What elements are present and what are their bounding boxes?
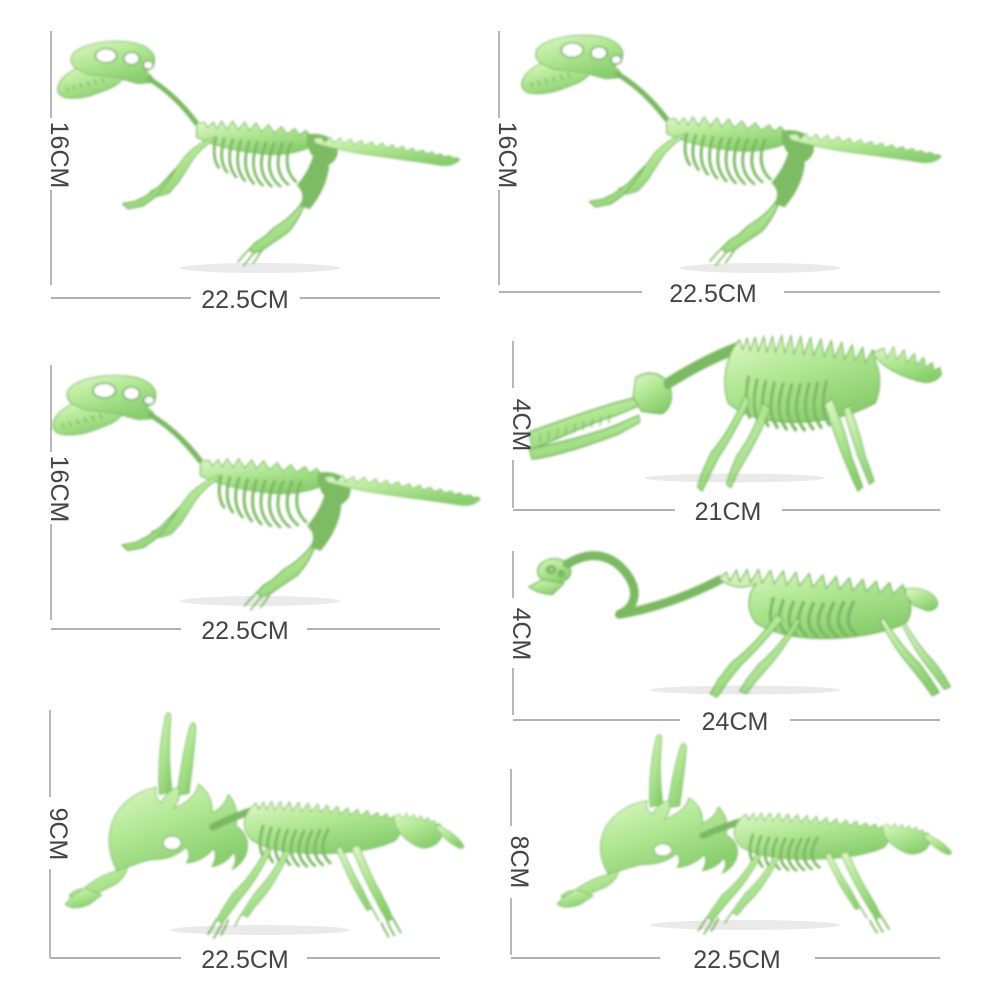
svg-text:4CM: 4CM	[507, 608, 535, 661]
svg-text:16CM: 16CM	[45, 456, 73, 523]
svg-text:4CM: 4CM	[507, 399, 535, 452]
svg-text:22.5CM: 22.5CM	[669, 280, 757, 308]
svg-text:8CM: 8CM	[505, 836, 533, 889]
svg-text:9CM: 9CM	[44, 808, 72, 861]
svg-text:22.5CM: 22.5CM	[693, 946, 781, 974]
svg-text:22.5CM: 22.5CM	[201, 946, 289, 974]
svg-text:24CM: 24CM	[702, 708, 769, 736]
svg-text:16CM: 16CM	[45, 122, 73, 189]
svg-text:22.5CM: 22.5CM	[201, 617, 289, 645]
svg-text:22.5CM: 22.5CM	[201, 286, 289, 314]
svg-text:16CM: 16CM	[493, 122, 521, 189]
svg-text:21CM: 21CM	[695, 498, 762, 526]
